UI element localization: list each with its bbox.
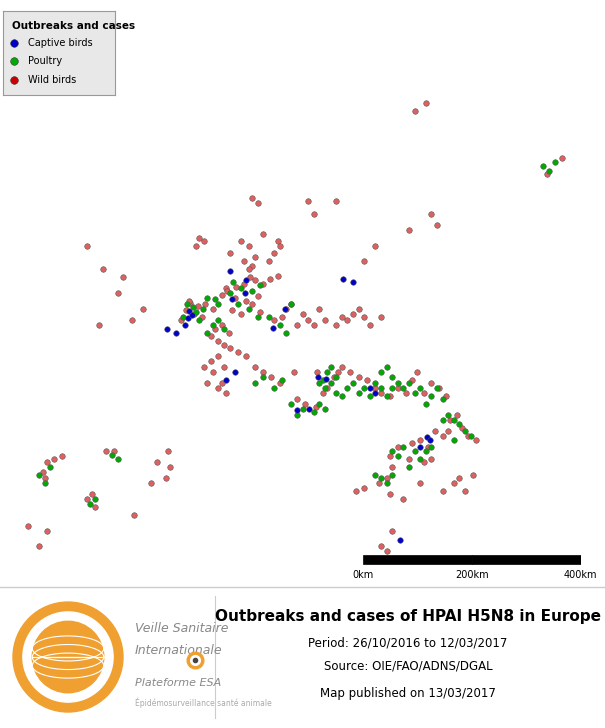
Text: Source: OIE/FAO/ADNS/DGAL: Source: OIE/FAO/ADNS/DGAL xyxy=(324,660,492,673)
Bar xyxy=(363,555,472,564)
Text: Period: 26/10/2016 to 12/03/2017: Period: 26/10/2016 to 12/03/2017 xyxy=(309,636,508,649)
Bar xyxy=(472,555,581,564)
Text: Poultry: Poultry xyxy=(28,56,62,66)
Circle shape xyxy=(13,602,123,712)
Text: Épidémosurveillance santé animale: Épidémosurveillance santé animale xyxy=(135,697,272,708)
Text: 400km: 400km xyxy=(564,571,598,580)
Text: 0km: 0km xyxy=(352,571,374,580)
Text: Plateforme ESA: Plateforme ESA xyxy=(135,678,221,688)
Circle shape xyxy=(32,621,103,693)
Text: Map published on 13/03/2017: Map published on 13/03/2017 xyxy=(320,687,496,700)
Text: Wild birds: Wild birds xyxy=(28,76,76,85)
Text: 200km: 200km xyxy=(455,571,489,580)
Text: Captive birds: Captive birds xyxy=(28,38,93,48)
Text: Outbreaks and cases of HPAI H5N8 in Europe: Outbreaks and cases of HPAI H5N8 in Euro… xyxy=(215,609,601,623)
Text: Internationale: Internationale xyxy=(135,644,223,657)
Text: Outbreaks and cases: Outbreaks and cases xyxy=(12,21,135,31)
Circle shape xyxy=(23,612,113,702)
Text: Veille Sanitaire: Veille Sanitaire xyxy=(135,622,229,635)
